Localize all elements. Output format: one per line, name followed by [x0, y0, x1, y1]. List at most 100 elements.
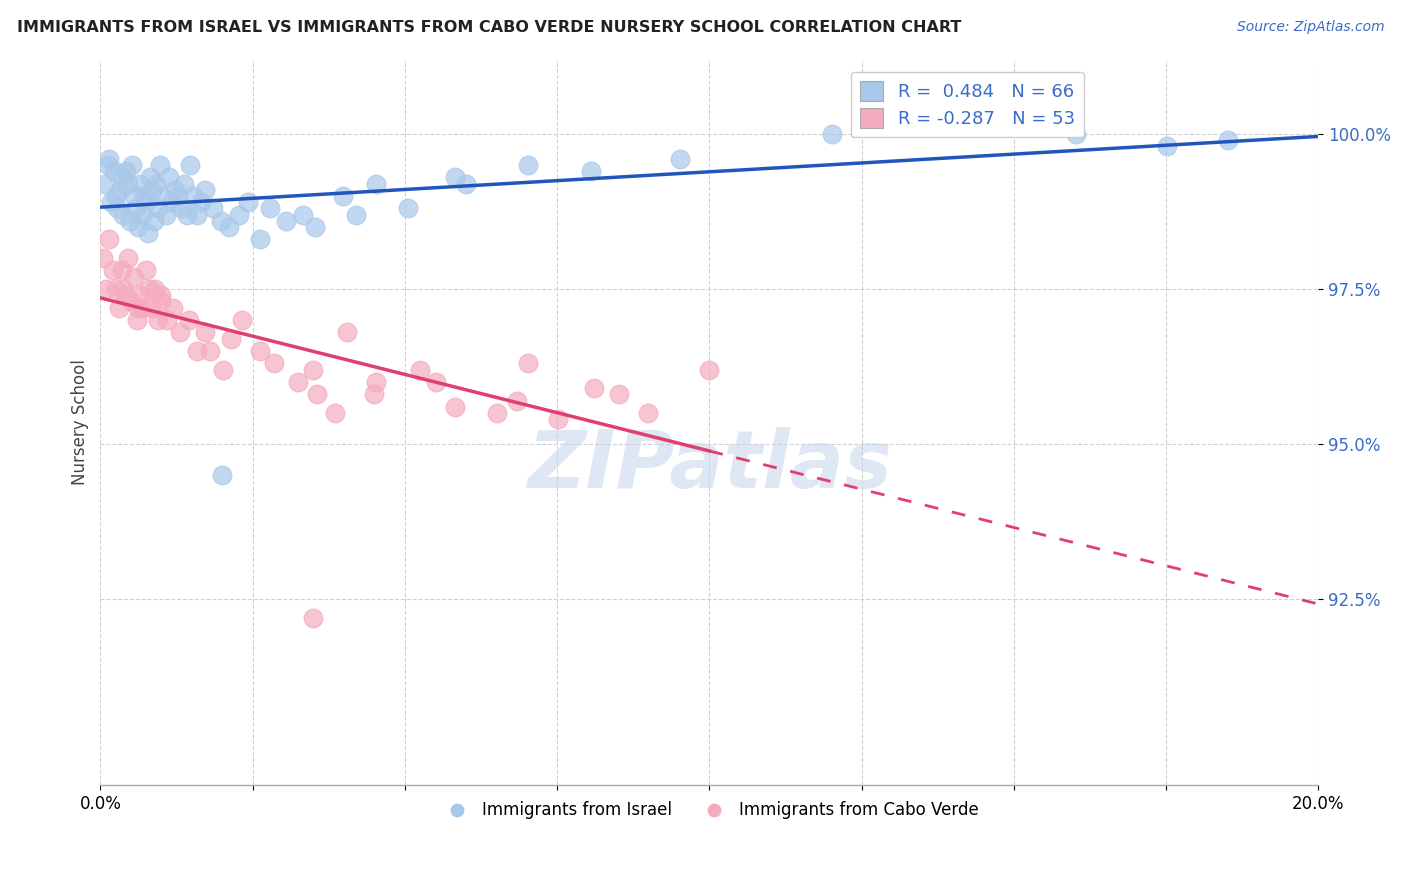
Point	[97, 158, 120, 172]
Point	[131, 208, 153, 222]
Point	[607, 387, 630, 401]
Point	[98, 232, 121, 246]
Point	[132, 301, 155, 315]
Point	[100, 195, 122, 210]
Point	[167, 189, 190, 203]
Point	[150, 294, 173, 309]
Point	[486, 406, 509, 420]
Point	[107, 202, 129, 216]
Point	[302, 610, 325, 624]
Point	[111, 170, 134, 185]
Point	[516, 356, 538, 370]
Point	[1218, 133, 1240, 147]
Point	[134, 189, 156, 203]
Point	[135, 263, 157, 277]
Point	[129, 288, 152, 302]
Text: ZIPatlas: ZIPatlas	[527, 427, 891, 505]
Point	[212, 362, 235, 376]
Point	[149, 158, 172, 172]
Point	[169, 326, 191, 340]
Point	[363, 387, 385, 401]
Point	[170, 202, 193, 216]
Point	[156, 313, 179, 327]
Point	[162, 301, 184, 315]
Point	[304, 220, 326, 235]
Point	[186, 344, 208, 359]
Point	[344, 208, 367, 222]
Point	[190, 195, 212, 210]
Point	[443, 400, 465, 414]
Point	[218, 220, 240, 235]
Point	[103, 164, 125, 178]
Point	[364, 177, 387, 191]
Point	[138, 282, 160, 296]
Point	[125, 313, 148, 327]
Point	[120, 294, 142, 309]
Point	[219, 332, 242, 346]
Point	[160, 195, 183, 210]
Point	[152, 189, 174, 203]
Point	[364, 375, 387, 389]
Point	[157, 170, 180, 185]
Point	[139, 170, 162, 185]
Point	[287, 375, 309, 389]
Point	[112, 282, 135, 296]
Point	[202, 202, 225, 216]
Point	[176, 208, 198, 222]
Point	[122, 269, 145, 284]
Point	[104, 282, 127, 296]
Point	[336, 326, 359, 340]
Point	[118, 214, 141, 228]
Point	[1156, 139, 1178, 153]
Point	[198, 344, 221, 359]
Point	[821, 127, 844, 141]
Point	[697, 362, 720, 376]
Point	[302, 362, 325, 376]
Point	[669, 152, 692, 166]
Point	[425, 375, 447, 389]
Point	[249, 232, 271, 246]
Point	[582, 381, 605, 395]
Point	[194, 183, 217, 197]
Point	[142, 214, 165, 228]
Point	[136, 226, 159, 240]
Point	[124, 202, 146, 216]
Point	[145, 177, 167, 191]
Point	[211, 468, 233, 483]
Point	[111, 263, 134, 277]
Point	[209, 214, 232, 228]
Y-axis label: Nursery School: Nursery School	[72, 359, 89, 485]
Point	[249, 344, 271, 359]
Point	[114, 288, 136, 302]
Point	[332, 189, 354, 203]
Point	[179, 158, 201, 172]
Point	[93, 251, 115, 265]
Point	[94, 177, 117, 191]
Point	[141, 301, 163, 315]
Point	[141, 183, 163, 197]
Point	[121, 158, 143, 172]
Point	[454, 177, 477, 191]
Point	[637, 406, 659, 420]
Point	[516, 158, 538, 172]
Point	[396, 202, 419, 216]
Point	[181, 189, 204, 203]
Point	[108, 183, 131, 197]
Point	[177, 313, 200, 327]
Text: Source: ZipAtlas.com: Source: ZipAtlas.com	[1237, 20, 1385, 34]
Point	[579, 164, 602, 178]
Point	[143, 282, 166, 296]
Point	[101, 263, 124, 277]
Point	[148, 202, 170, 216]
Point	[96, 282, 118, 296]
Point	[259, 202, 281, 216]
Point	[117, 251, 139, 265]
Point	[443, 170, 465, 185]
Point	[263, 356, 285, 370]
Point	[547, 412, 569, 426]
Text: IMMIGRANTS FROM ISRAEL VS IMMIGRANTS FROM CABO VERDE NURSERY SCHOOL CORRELATION : IMMIGRANTS FROM ISRAEL VS IMMIGRANTS FRO…	[17, 20, 962, 35]
Point	[122, 189, 145, 203]
Point	[323, 406, 346, 420]
Point	[112, 208, 135, 222]
Point	[173, 177, 195, 191]
